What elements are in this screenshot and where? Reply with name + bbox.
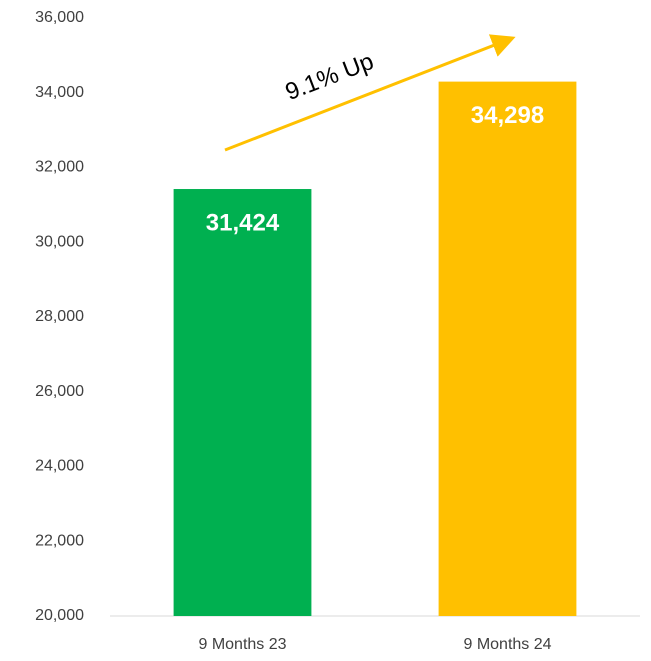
y-tick-label: 30,000 [35, 233, 84, 250]
value-label: 31,424 [206, 209, 280, 236]
y-tick-label: 24,000 [35, 458, 84, 475]
y-tick-label: 36,000 [35, 9, 84, 26]
x-tick-label: 9 Months 24 [463, 636, 551, 653]
y-tick-label: 28,000 [35, 308, 84, 325]
y-tick-label: 26,000 [35, 383, 84, 400]
y-tick-label: 22,000 [35, 532, 84, 549]
arrow [224, 34, 516, 152]
bar [173, 189, 312, 616]
value-label: 34,298 [471, 102, 544, 129]
y-tick-label: 32,000 [35, 159, 84, 176]
bar [438, 81, 577, 617]
x-tick-label: 9 Months 23 [198, 636, 286, 653]
y-tick-label: 20,000 [35, 607, 84, 624]
y-tick-label: 34,000 [35, 84, 84, 101]
